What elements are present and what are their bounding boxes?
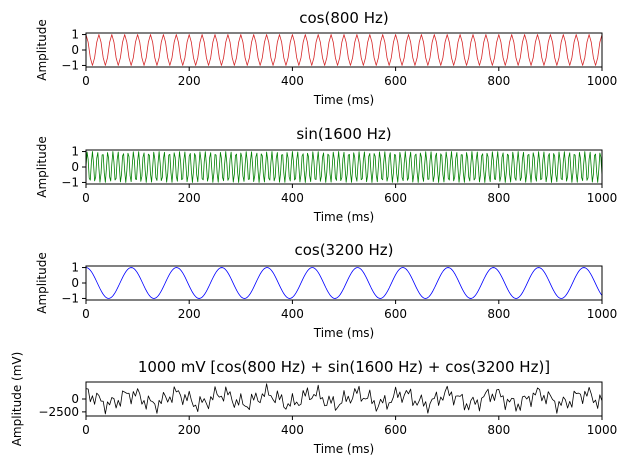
series-line-3: [86, 267, 602, 299]
x-tick-label: 800: [487, 307, 510, 321]
y-tick-label: 1: [71, 28, 79, 42]
series-line-1: [86, 34, 602, 66]
x-tick-label: 400: [281, 191, 304, 205]
y-axis-label: Amplitude (mV): [10, 352, 24, 447]
y-tick-label: −1: [61, 291, 79, 305]
axes-frame: [85, 381, 603, 417]
x-tick-label: 0: [82, 307, 90, 321]
x-tick-label: 0: [82, 74, 90, 88]
y-axis-label: Amplitude: [35, 19, 49, 81]
y-tick-label: 1: [71, 145, 79, 159]
x-tick-label: 400: [281, 307, 304, 321]
y-tick-label: −1: [61, 58, 79, 72]
x-tick-label: 0: [82, 423, 90, 437]
x-tick-label: 1000: [587, 74, 618, 88]
x-tick-label: 1000: [587, 307, 618, 321]
y-axis-label: Amplitude: [35, 136, 49, 198]
x-tick-label: 600: [384, 191, 407, 205]
x-tick-label: 600: [384, 423, 407, 437]
x-tick-label: 0: [82, 191, 90, 205]
y-tick-label: 1: [71, 261, 79, 275]
y-axis-label: Amplitude: [35, 252, 49, 314]
y-tick-label: 0: [71, 392, 79, 406]
x-tick-label: 1000: [587, 191, 618, 205]
chart-title: 1000 mV [cos(800 Hz) + sin(1600 Hz) + co…: [138, 358, 550, 376]
y-tick-label: 0: [71, 160, 79, 174]
x-axis-label: Time (ms): [313, 326, 375, 340]
series-line-4: [86, 383, 602, 415]
x-axis-label: Time (ms): [313, 210, 375, 224]
x-tick-label: 600: [384, 307, 407, 321]
x-tick-label: 1000: [587, 423, 618, 437]
y-tick-label: 0: [71, 276, 79, 290]
y-tick-label: 0: [71, 43, 79, 57]
x-axis-label: Time (ms): [313, 442, 375, 456]
x-tick-label: 200: [178, 307, 201, 321]
x-tick-label: 400: [281, 423, 304, 437]
y-tick-label: −2500: [38, 405, 79, 419]
x-tick-label: 600: [384, 74, 407, 88]
series-line-2: [86, 151, 602, 183]
chart-title: sin(1600 Hz): [296, 125, 391, 143]
x-tick-label: 800: [487, 74, 510, 88]
x-axis-label: Time (ms): [313, 93, 375, 107]
x-tick-label: 200: [178, 74, 201, 88]
chart-title: cos(3200 Hz): [294, 241, 393, 259]
axes-frame: [85, 265, 603, 301]
x-tick-label: 400: [281, 74, 304, 88]
x-tick-label: 800: [487, 191, 510, 205]
x-tick-label: 200: [178, 191, 201, 205]
chart-title: cos(800 Hz): [299, 9, 389, 27]
y-tick-label: −1: [61, 175, 79, 189]
x-tick-label: 800: [487, 423, 510, 437]
axes-frame: [85, 32, 603, 68]
x-tick-label: 200: [178, 423, 201, 437]
